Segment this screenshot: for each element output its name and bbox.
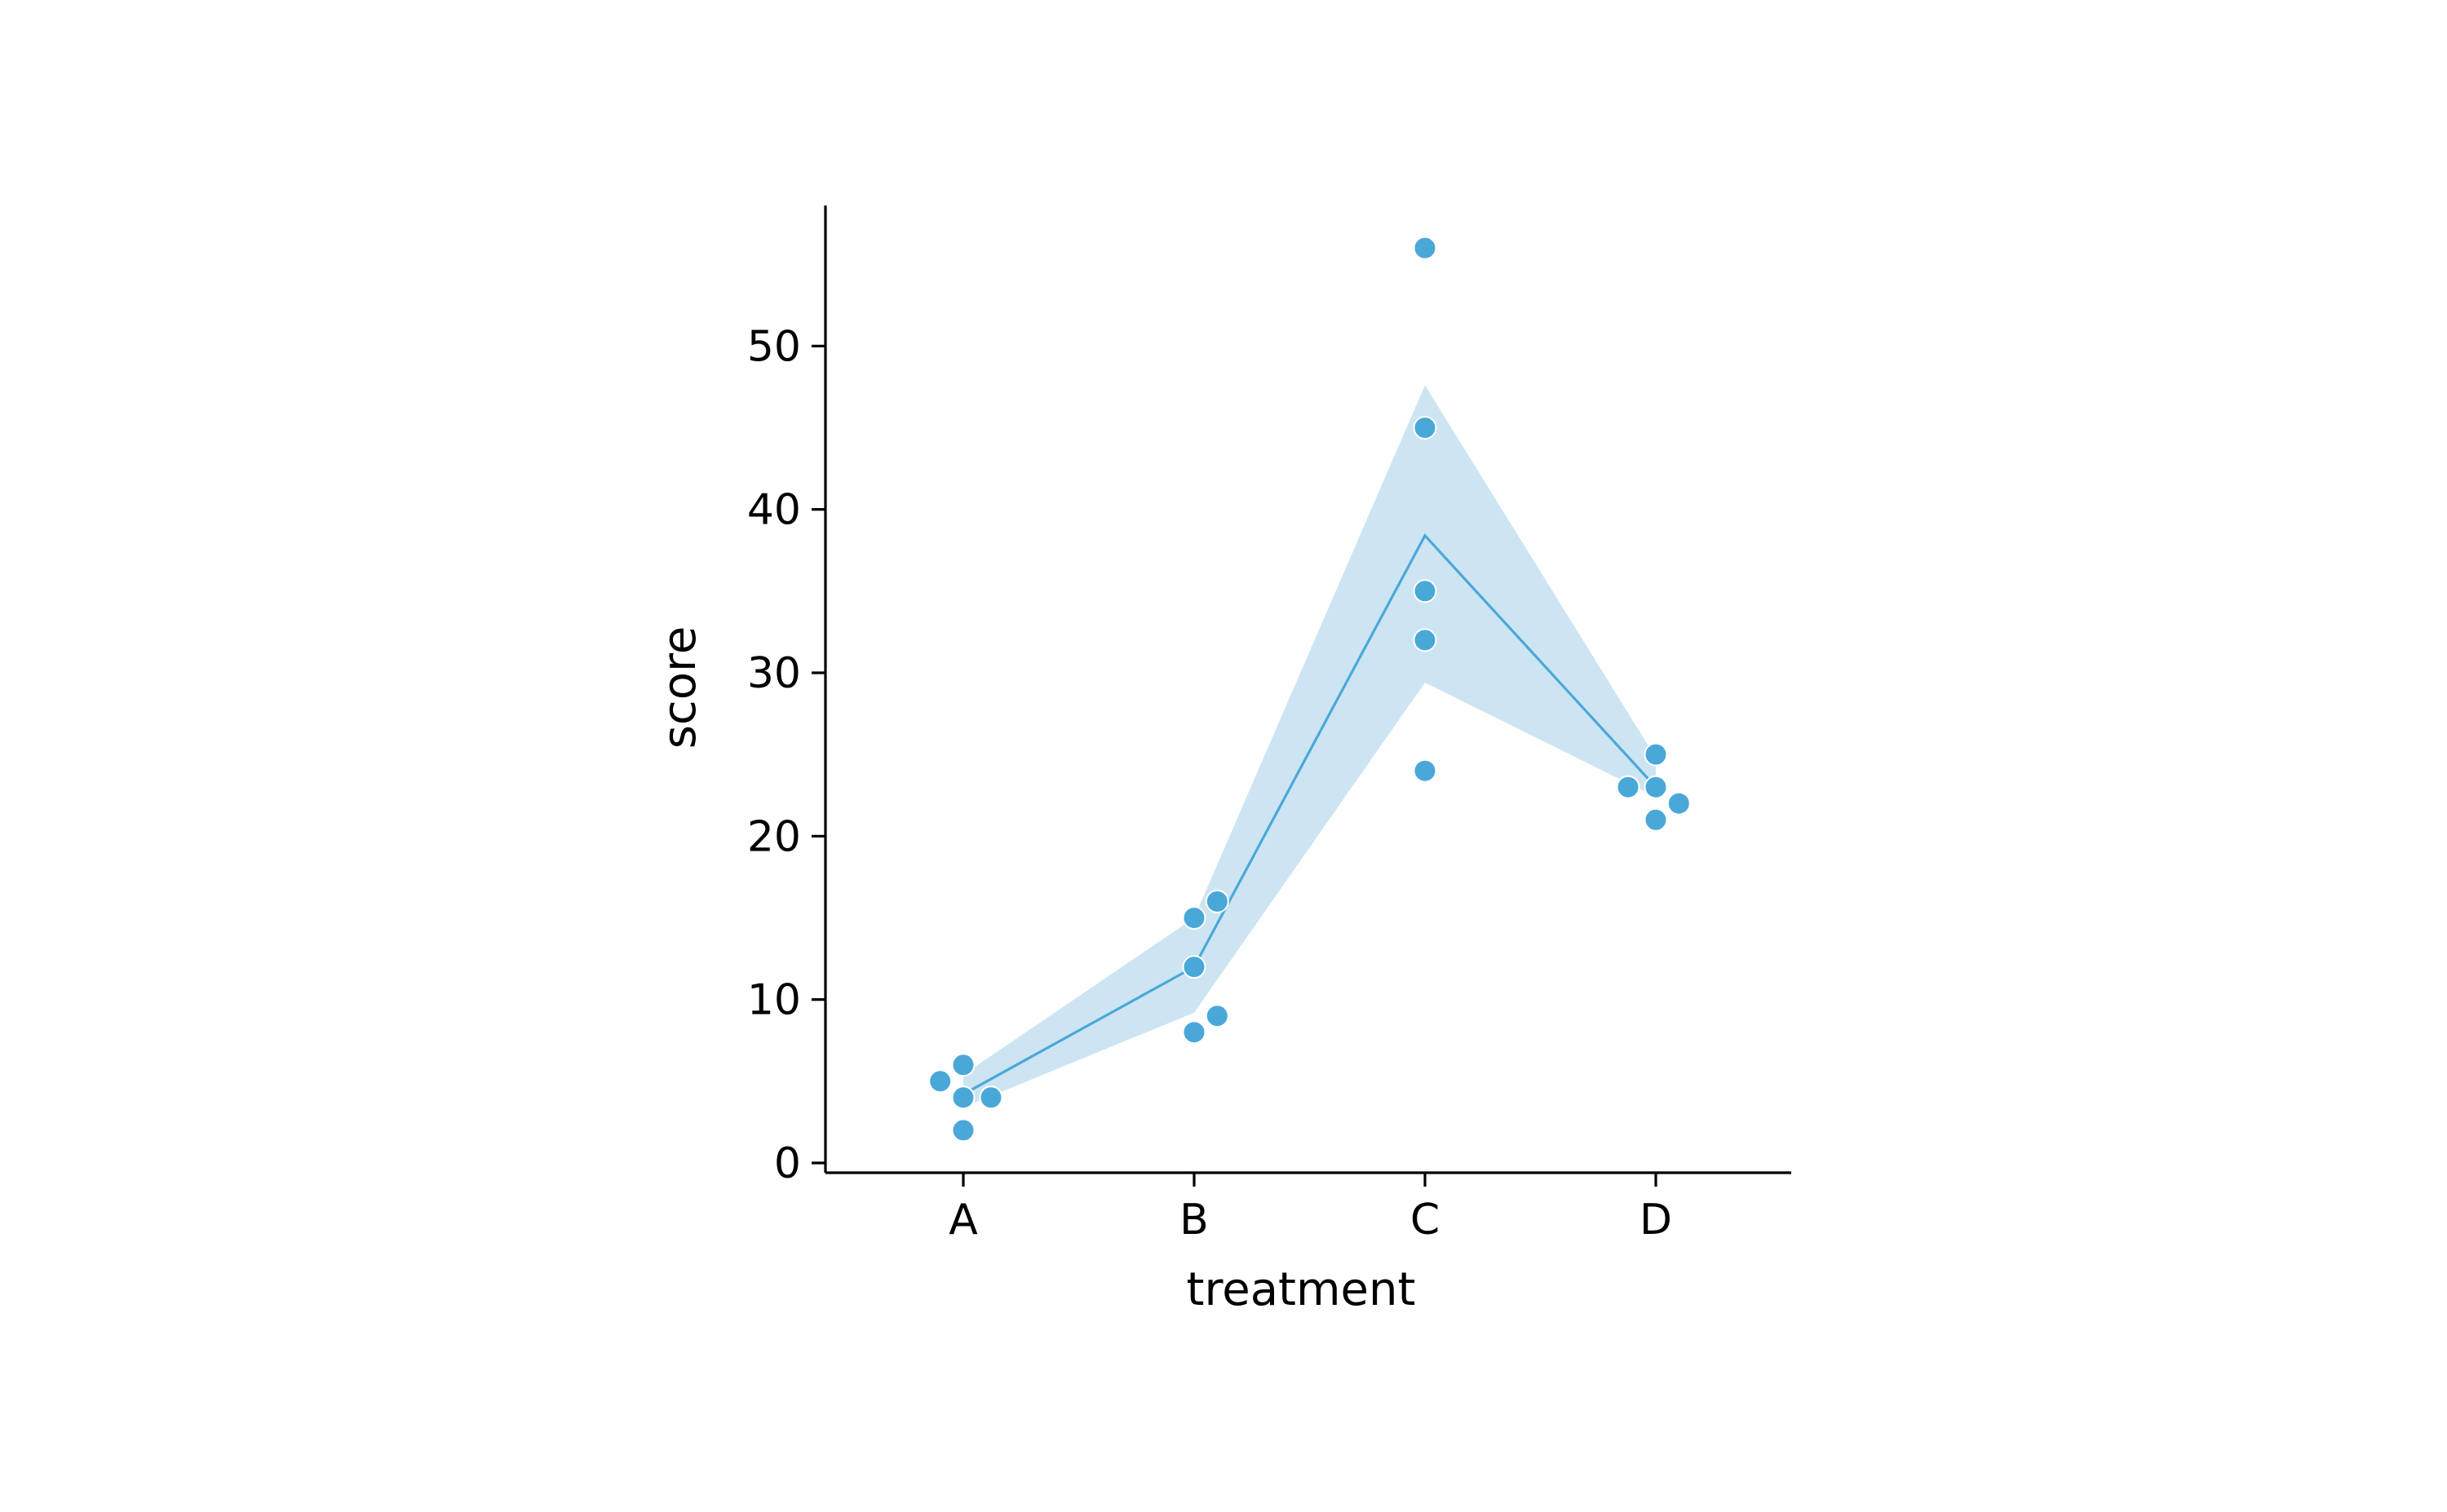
data-point: [1413, 416, 1437, 440]
y-tick-label: 20: [747, 812, 801, 861]
data-point: [951, 1118, 976, 1143]
data-point: [1666, 791, 1691, 816]
data-point: [1413, 579, 1437, 603]
data-point: [1413, 758, 1437, 783]
x-tick-label: B: [1179, 1196, 1209, 1245]
x-tick-label: C: [1410, 1196, 1440, 1245]
data-point: [951, 1085, 976, 1110]
y-ticks: 0 10 20 30 40 50: [747, 322, 825, 1188]
y-tick-label: 10: [747, 976, 801, 1025]
plot-area: [928, 236, 1691, 1143]
x-ticks: A B C D: [949, 1173, 1672, 1245]
x-axis-title: treatment: [1187, 1263, 1416, 1316]
confidence-band: [963, 385, 1656, 1107]
data-point: [1644, 742, 1668, 767]
data-point: [1205, 889, 1229, 913]
data-point: [1182, 906, 1206, 930]
x-tick-label: A: [949, 1196, 978, 1245]
x-tick-label: D: [1639, 1196, 1672, 1245]
axes: 0 10 20 30 40 50 A B C D: [747, 206, 1791, 1245]
data-points: [928, 236, 1691, 1143]
y-tick-label: 50: [747, 322, 801, 371]
data-point: [1644, 775, 1668, 799]
data-point: [1182, 1020, 1206, 1045]
y-tick-label: 40: [747, 486, 801, 535]
data-point: [1205, 1004, 1229, 1028]
data-point: [1413, 628, 1437, 652]
data-point: [1413, 236, 1437, 260]
y-axis-title: score: [653, 626, 706, 749]
y-tick-label: 0: [774, 1139, 801, 1188]
data-point: [951, 1053, 976, 1077]
data-point: [1182, 955, 1206, 979]
data-point: [1644, 807, 1668, 832]
data-point: [1616, 775, 1640, 799]
data-point: [979, 1085, 1003, 1110]
mean-line: [962, 533, 1657, 1096]
y-tick-label: 30: [747, 649, 801, 698]
data-point: [928, 1069, 953, 1094]
